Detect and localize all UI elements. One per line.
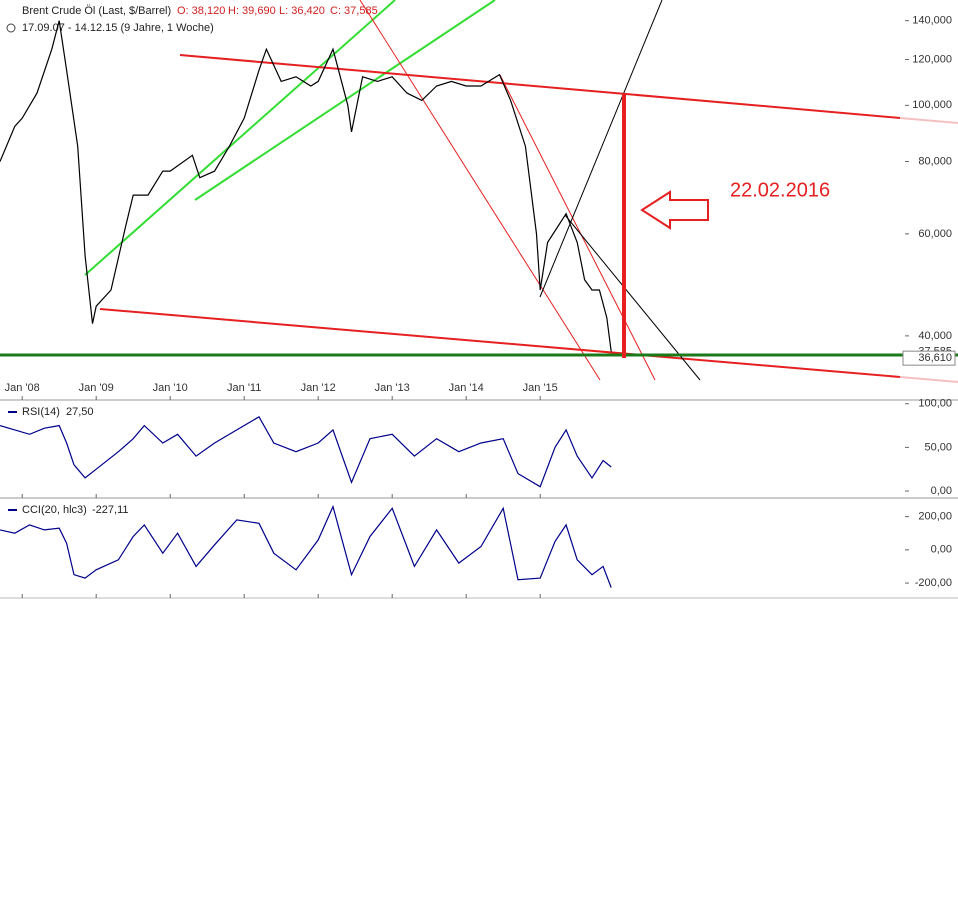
x-tick-label: Jan '08 bbox=[5, 382, 40, 394]
x-tick-label: Jan '15 bbox=[523, 382, 558, 394]
arrow bbox=[640, 190, 709, 230]
trend-line bbox=[99, 308, 901, 378]
clock-icon bbox=[6, 23, 16, 33]
y-tick-label: 80,000 bbox=[918, 155, 952, 167]
y-tick-label: 50,00 bbox=[924, 441, 952, 453]
y-tick-label: 0,00 bbox=[931, 544, 952, 556]
y-tick-label: 100,000 bbox=[912, 99, 952, 111]
chart-title: Brent Crude Öl (Last, $/Barrel) bbox=[22, 5, 171, 17]
y-tick-label: 40,000 bbox=[918, 330, 952, 342]
y-tick-label: 0,00 bbox=[931, 485, 952, 497]
y-tick-label: 200,00 bbox=[918, 511, 952, 523]
data-line bbox=[0, 20, 612, 352]
annotation: 22.02.2016 bbox=[730, 179, 830, 201]
y-tick-label: 120,000 bbox=[912, 53, 952, 65]
price-label-box bbox=[902, 350, 956, 366]
trend-line bbox=[499, 74, 656, 381]
x-tick-label: Jan '14 bbox=[449, 382, 484, 394]
x-tick-label: Jan '10 bbox=[153, 382, 188, 394]
x-tick-label: Jan '12 bbox=[301, 382, 336, 394]
quote: O: 38,120 H: 39,690 L: 36,420 C: 37,585 bbox=[177, 5, 378, 17]
data-line bbox=[0, 504, 612, 588]
trend-line bbox=[179, 54, 901, 119]
x-tick-label: Jan '13 bbox=[375, 382, 410, 394]
trend-line bbox=[194, 0, 496, 201]
quote-value: O: 38,120 bbox=[177, 5, 225, 17]
y-tick-label: 140,000 bbox=[912, 15, 952, 27]
quote-value: L: 36,420 bbox=[279, 5, 325, 17]
quote-value: C: 37,585 bbox=[330, 5, 378, 17]
subtitle: 17.09.07 - 14.12.15 (9 Jahre, 1 Woche) bbox=[22, 22, 214, 34]
trend-line bbox=[539, 0, 663, 298]
trend-line bbox=[564, 214, 701, 381]
indicator-value: -227,11 bbox=[92, 504, 129, 516]
y-tick-label: 60,000 bbox=[918, 228, 952, 240]
x-tick-label: Jan '11 bbox=[227, 382, 261, 394]
indicator-title: CCI(20, hlc3) bbox=[22, 504, 87, 516]
trend-line bbox=[359, 0, 601, 381]
trend-line bbox=[84, 0, 396, 276]
trend-line bbox=[899, 117, 958, 124]
price-label: 36,610 bbox=[918, 352, 952, 364]
data-line bbox=[0, 415, 612, 488]
trend-line bbox=[899, 376, 958, 383]
indicator-title: RSI(14) bbox=[22, 406, 60, 418]
indicator-value: 27,50 bbox=[66, 406, 94, 418]
drawings: 22.02.2016 bbox=[0, 0, 958, 383]
y-tick-label: -200,00 bbox=[915, 577, 952, 589]
quote-value: H: 39,690 bbox=[228, 5, 276, 17]
x-tick-label: Jan '09 bbox=[79, 382, 114, 394]
y-tick-label: 100,00 bbox=[918, 398, 952, 410]
